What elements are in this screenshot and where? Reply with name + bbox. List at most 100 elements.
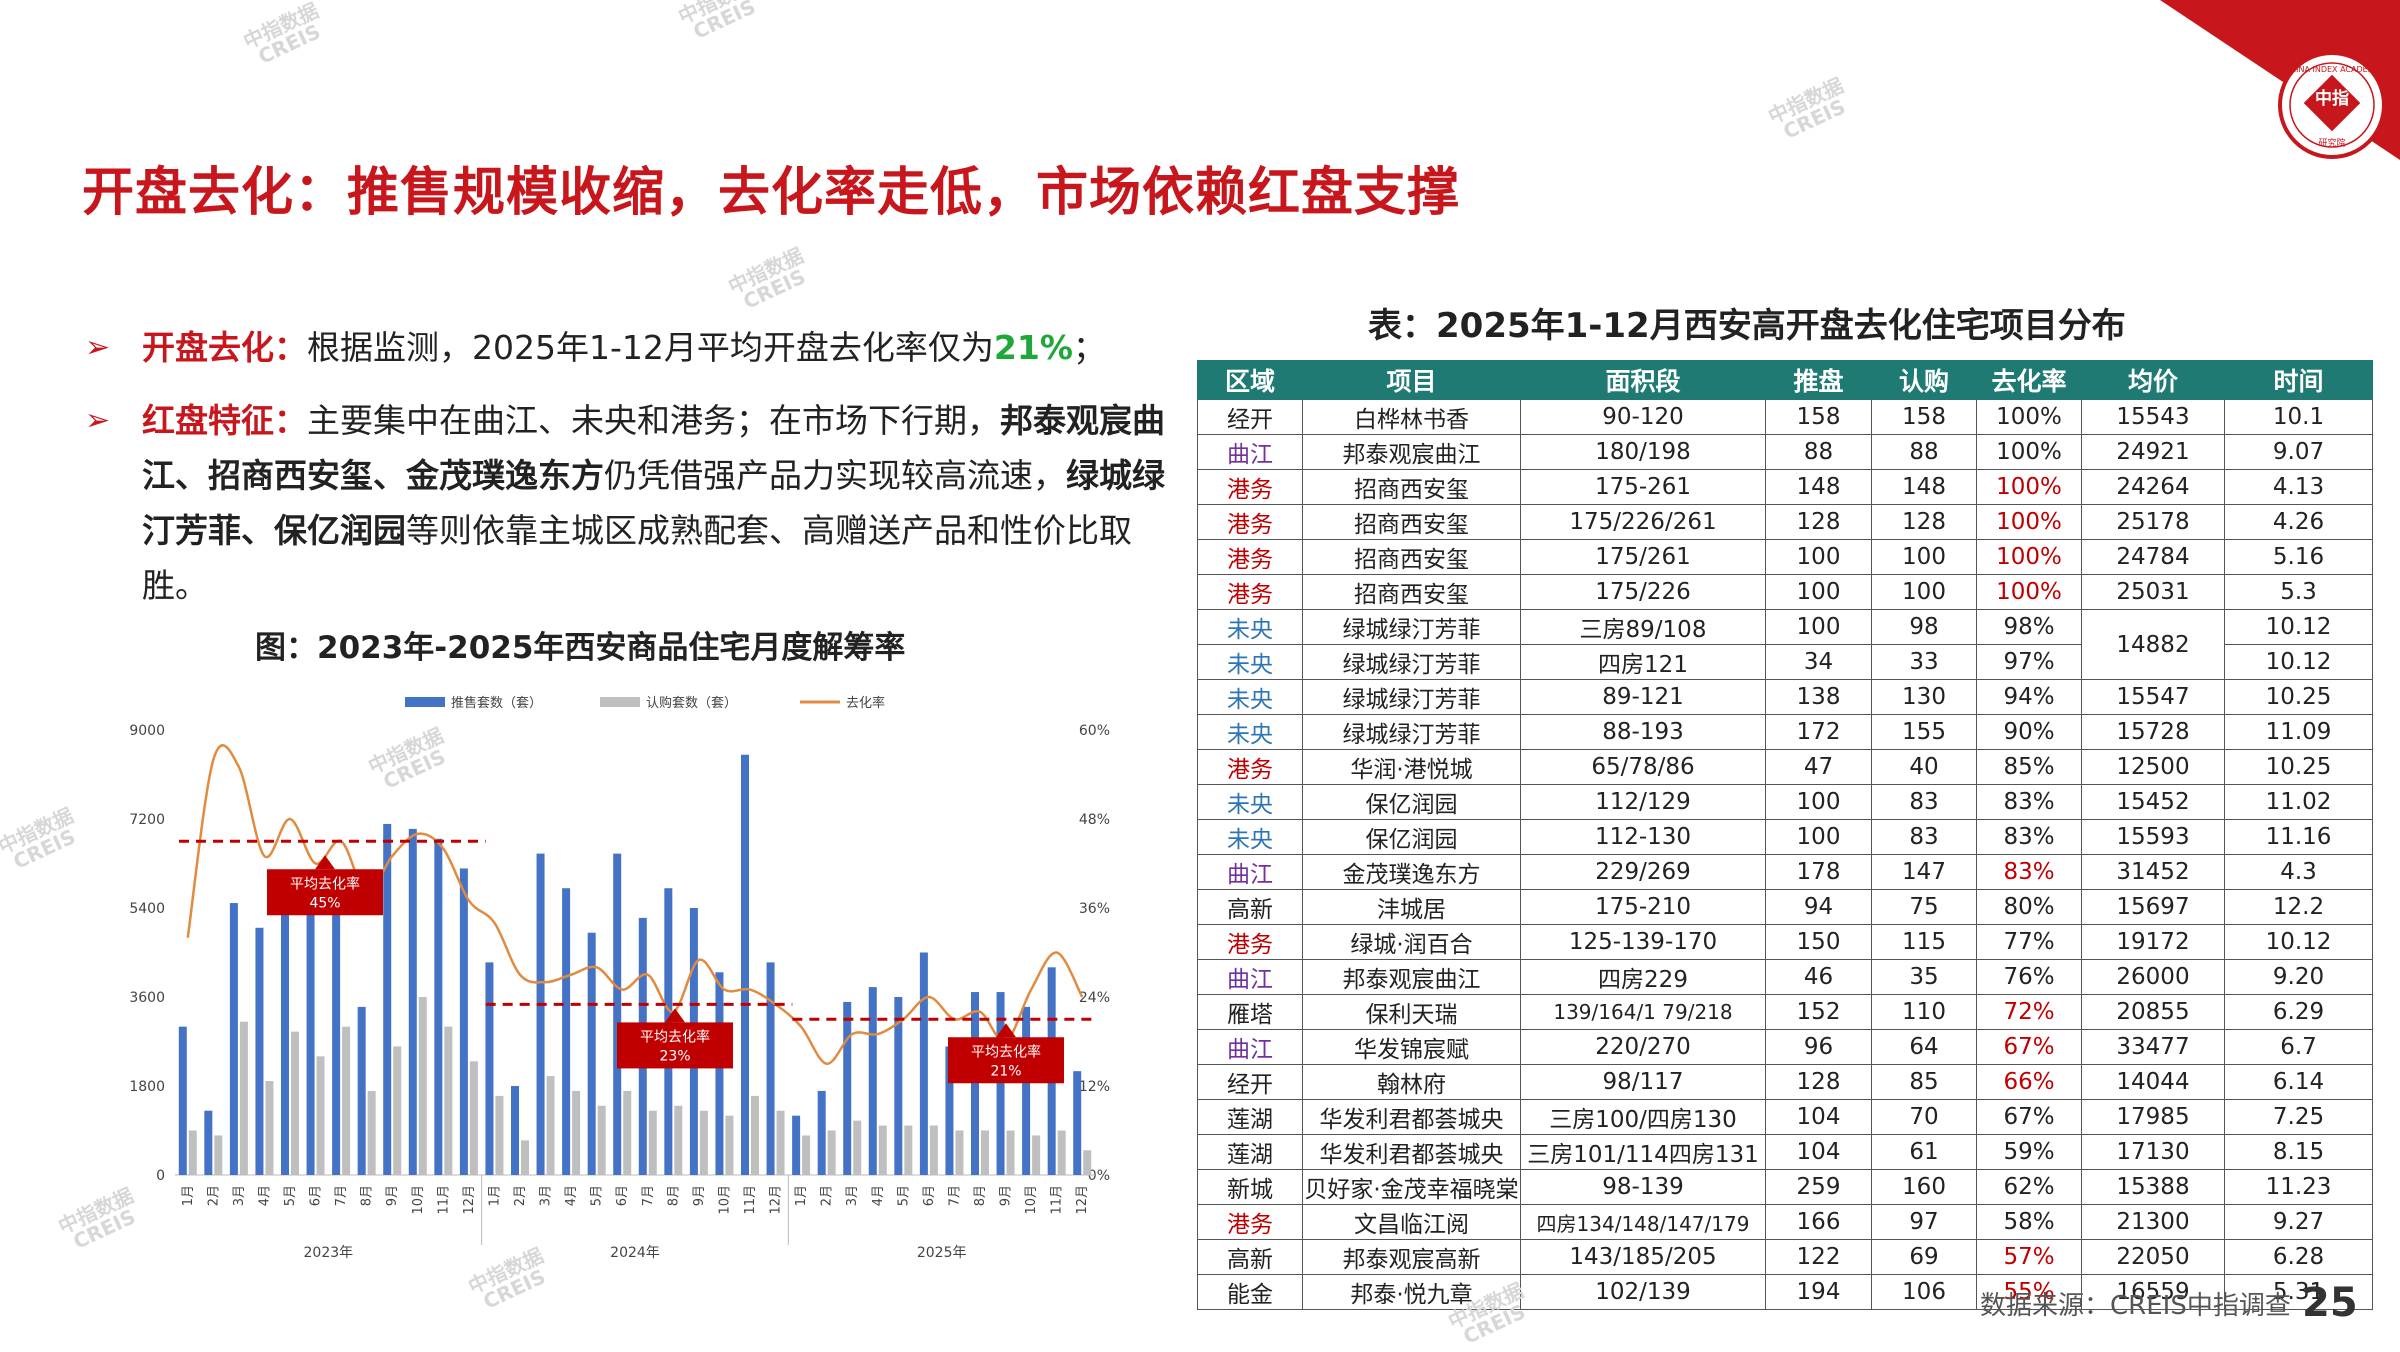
average-callout — [948, 1037, 1064, 1084]
project-cell: 绿城绿汀芳菲 — [1302, 609, 1521, 645]
sold-bar — [674, 1105, 683, 1175]
y-tick-left: 7200 — [129, 812, 165, 828]
area-cell: 175/226 — [1520, 574, 1766, 610]
rate-cell: 67% — [1976, 1099, 2082, 1135]
supply-cell: 194 — [1765, 1274, 1872, 1310]
x-tick: 8月 — [666, 1185, 681, 1206]
page-title: 开盘去化：推售规模收缩，去化率走低，市场依赖红盘支撑 — [82, 163, 1461, 223]
sold-bar — [188, 1130, 197, 1175]
region-cell: 曲江 — [1197, 854, 1303, 890]
price-cell: 15547 — [2081, 679, 2225, 715]
table-header-row: 区域 项目 面积段 推盘 认购 去化率 均价 时间 — [1197, 360, 2373, 400]
bullet-opening-sellthrough: ➢ 开盘去化：根据监测，2025年1-12月平均开盘去化率仅为21%； — [85, 320, 1195, 375]
x-tick: 1月 — [181, 1185, 196, 1206]
date-cell: 6.28 — [2224, 1239, 2373, 1275]
y-tick-left: 0 — [156, 1168, 165, 1184]
sold-cell: 106 — [1871, 1274, 1977, 1310]
logo-bottom-text: 研究院 — [2318, 137, 2345, 149]
callout-pointer — [665, 1008, 685, 1023]
area-cell: 125-139-170 — [1520, 924, 1766, 960]
x-tick: 10月 — [1024, 1185, 1039, 1215]
table-row: 港务 招商西安玺 175/226 100 100 100% 25031 5.3 — [1197, 574, 2373, 610]
project-table: 区域 项目 面积段 推盘 认购 去化率 均价 时间 经开 白桦林书香 90-120 158 158 10… — [1197, 360, 2373, 1310]
sold-bar — [239, 1021, 248, 1175]
table-row: 高新 邦泰观宸高新 143/185/205 122 69 57% 22050 6.28 — [1197, 1239, 2373, 1275]
watermark: 中指数据 CREIS — [239, 0, 325, 69]
x-tick: 9月 — [385, 1185, 400, 1206]
price-cell: 24921 — [2081, 434, 2225, 470]
sold-bar — [214, 1135, 223, 1175]
project-cell: 文昌临江阅 — [1302, 1204, 1521, 1240]
supply-cell: 128 — [1765, 1064, 1872, 1100]
region-cell: 未央 — [1197, 644, 1303, 680]
sold-cell: 160 — [1871, 1169, 1977, 1205]
date-cell: 5.16 — [2224, 539, 2373, 575]
date-cell: 10.12 — [2224, 924, 2373, 960]
project-cell: 白桦林书香 — [1302, 399, 1521, 435]
sold-cell: 35 — [1871, 959, 1977, 995]
supply-bar — [357, 1006, 366, 1175]
supply-cell: 152 — [1765, 994, 1872, 1030]
project-cell: 贝好家·金茂幸福晓棠 — [1302, 1169, 1521, 1205]
sold-bar — [802, 1135, 811, 1175]
x-tick: 2月 — [513, 1185, 528, 1206]
sold-cell: 83 — [1871, 819, 1977, 855]
project-cell: 沣城居 — [1302, 889, 1521, 925]
supply-cell: 88 — [1765, 434, 1872, 470]
rate-cell: 83% — [1976, 784, 2082, 820]
date-cell: 6.29 — [2224, 994, 2373, 1030]
callout-pointer — [996, 1023, 1016, 1038]
supply-bar — [996, 992, 1005, 1175]
y-tick-left: 3600 — [129, 990, 165, 1006]
table-row: 未央 绿城绿汀芳菲 88-193 172 155 90% 15728 11.09 — [1197, 714, 2373, 750]
project-cell: 绿城·润百合 — [1302, 924, 1521, 960]
x-tick: 5月 — [590, 1185, 605, 1206]
sold-bar — [1083, 1150, 1092, 1175]
project-cell: 保亿润园 — [1302, 784, 1521, 820]
supply-bar — [536, 853, 545, 1175]
region-cell: 莲湖 — [1197, 1134, 1303, 1170]
column-header: 时间 — [2224, 360, 2373, 400]
rate-cell: 62% — [1976, 1169, 2082, 1205]
supply-bar — [562, 888, 571, 1175]
table-row: 经开 白桦林书香 90-120 158 158 100% 15543 10.1 — [1197, 399, 2373, 435]
sold-bar — [929, 1125, 938, 1175]
table-row: 港务 华润·港悦城 65/78/86 47 40 85% 12500 10.25 — [1197, 749, 2373, 785]
logo-top-text: CHINA INDEX ACADEMY — [2285, 65, 2380, 74]
project-cell: 华润·港悦城 — [1302, 749, 1521, 785]
sold-bar — [699, 1110, 708, 1175]
rate-cell: 100% — [1976, 469, 2082, 505]
table-caption: 表：2025年1-12月西安高开盘去化住宅项目分布 — [1368, 306, 2126, 346]
watermark: 中指数据 CREIS — [1764, 73, 1850, 144]
project-cell: 绿城绿汀芳菲 — [1302, 644, 1521, 680]
sold-bar — [878, 1125, 887, 1175]
table-row: 未央 保亿润园 112-130 100 83 83% 15593 11.16 — [1197, 819, 2373, 855]
x-tick: 11月 — [743, 1185, 758, 1215]
project-cell: 邦泰观宸高新 — [1302, 1239, 1521, 1275]
sold-cell: 148 — [1871, 469, 1977, 505]
table-row: 新城 贝好家·金茂幸福晓棠 98-139 259 160 62% 15388 11.23 — [1197, 1169, 2373, 1205]
rate-cell: 67% — [1976, 1029, 2082, 1065]
sold-cell: 98 — [1871, 609, 1977, 645]
y-tick-left: 5400 — [129, 901, 165, 917]
date-cell: 9.20 — [2224, 959, 2373, 995]
bullet-text: 等则依靠主城区成熟配套、高赠送产品和性价比取胜。 — [142, 511, 1132, 605]
region-cell: 曲江 — [1197, 1029, 1303, 1065]
table-row: 未央 保亿润园 112/129 100 83 83% 15452 11.02 — [1197, 784, 2373, 820]
year-label: 2024年 — [610, 1245, 660, 1260]
supply-cell: 100 — [1765, 784, 1872, 820]
project-cell: 招商西安玺 — [1302, 574, 1521, 610]
page-number: 25 — [2302, 1280, 2358, 1326]
rate-cell: 100% — [1976, 399, 2082, 435]
sold-bar — [418, 997, 427, 1175]
table-row: 未央 绿城绿汀芳菲 三房89/108 100 98 98% 14882 10.12 — [1197, 609, 2373, 680]
rate-cell: 97% — [1976, 644, 2082, 680]
project-cell: 招商西安玺 — [1302, 539, 1521, 575]
supply-cell: 166 — [1765, 1204, 1872, 1240]
supply-cell: 100 — [1765, 819, 1872, 855]
sold-cell: 61 — [1871, 1134, 1977, 1170]
supply-cell: 100 — [1765, 574, 1872, 610]
watermark: 中指数据 CREIS — [674, 0, 760, 44]
date-cell: 11.09 — [2224, 714, 2373, 750]
supply-cell: 46 — [1765, 959, 1872, 995]
